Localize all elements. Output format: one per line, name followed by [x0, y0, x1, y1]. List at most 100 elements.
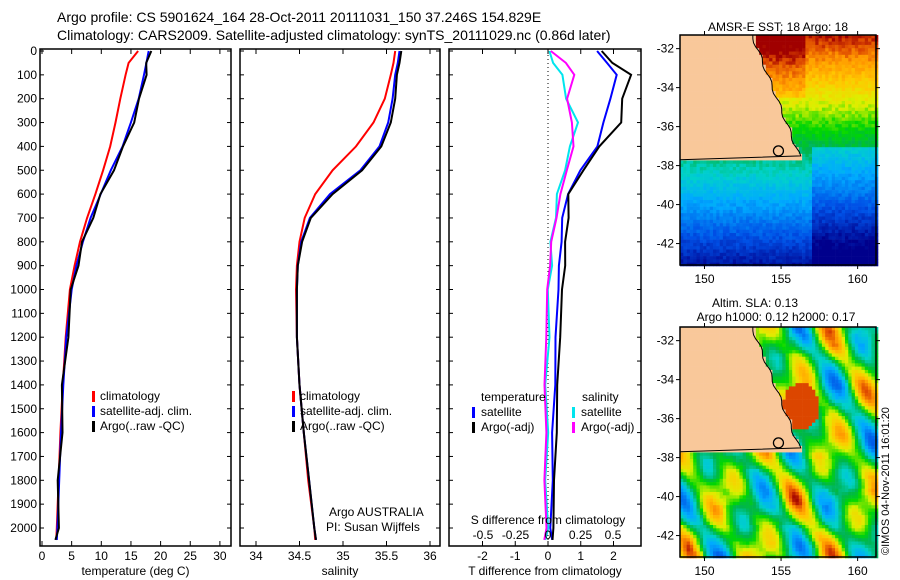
map-cell — [762, 153, 767, 158]
map-cell — [831, 104, 836, 108]
map-cell — [769, 58, 773, 62]
map-cell — [828, 114, 833, 118]
map-cell — [689, 200, 694, 204]
map-cell — [854, 256, 859, 260]
map-cell — [736, 41, 740, 46]
map-cell — [762, 196, 767, 201]
map-cell — [818, 71, 823, 75]
map-cell — [693, 190, 697, 194]
map-cell — [732, 173, 737, 178]
map-cell — [785, 150, 790, 155]
series-line-climatology — [55, 50, 139, 540]
map-cell — [686, 515, 691, 519]
map-cell — [683, 107, 687, 112]
map-cell — [858, 38, 862, 42]
map-cell — [841, 35, 846, 39]
map-cell — [841, 153, 846, 158]
map-cell — [812, 229, 816, 234]
map-cell — [805, 242, 809, 247]
map-cell — [782, 209, 786, 214]
map-cell — [769, 51, 773, 56]
map-cell — [841, 127, 846, 131]
map-cell — [779, 147, 783, 151]
map-cell — [845, 153, 849, 158]
map-cell — [825, 163, 829, 168]
map-cell — [782, 51, 786, 56]
map-cell — [779, 203, 783, 207]
map-cell — [851, 170, 856, 174]
map-cell — [716, 120, 720, 125]
map-cell — [772, 173, 776, 178]
map-cell — [775, 64, 780, 69]
map-cell — [854, 233, 859, 237]
map-cell — [755, 150, 760, 155]
map-cell — [689, 236, 694, 240]
map-cell — [805, 120, 809, 125]
map-cell — [726, 104, 730, 108]
map-cell — [719, 110, 724, 115]
map-cell — [851, 104, 856, 108]
map-cell — [696, 327, 701, 331]
map-cell — [772, 101, 776, 105]
map-cell — [696, 482, 701, 486]
map-cell — [726, 160, 730, 164]
map-cell — [683, 402, 687, 407]
map-cell — [851, 87, 856, 92]
map-cell — [689, 242, 694, 247]
map-cell — [729, 71, 734, 75]
map-cell — [680, 366, 684, 371]
map-cell — [871, 239, 875, 244]
map-cell — [802, 216, 806, 221]
map-cell — [838, 173, 842, 178]
map-cell — [864, 74, 869, 79]
map-cell — [838, 200, 842, 204]
map-cell — [713, 58, 717, 62]
map-cell — [716, 127, 720, 131]
map-cell — [752, 256, 757, 260]
map-cell — [871, 124, 875, 128]
map-cell — [812, 77, 816, 82]
map-cell — [821, 51, 826, 56]
map-cell — [821, 68, 826, 72]
map-cell — [795, 84, 800, 89]
map-cell — [802, 81, 806, 85]
map-cell — [732, 219, 737, 224]
map-cell — [782, 120, 786, 125]
map-cell — [746, 140, 750, 145]
map-cell — [868, 104, 872, 108]
map-cell — [821, 236, 826, 240]
map-cell — [769, 226, 773, 230]
map-cell — [703, 97, 707, 102]
legend-header: salinity — [582, 390, 619, 404]
map-cell — [736, 110, 740, 115]
map-cell — [838, 54, 842, 59]
map-cell — [795, 236, 800, 240]
map-cell — [706, 87, 710, 92]
map-cell — [726, 35, 730, 39]
map-cell — [782, 157, 786, 161]
map-cell — [686, 130, 691, 135]
map-cell — [722, 246, 727, 250]
map-cell — [696, 190, 701, 194]
map-cell — [689, 465, 694, 470]
map-cell — [808, 233, 813, 237]
map-cell — [838, 203, 842, 207]
map-cell — [769, 229, 773, 234]
map-cell — [686, 412, 691, 417]
map-cell — [798, 41, 803, 46]
map-cell — [752, 209, 757, 214]
map-cell — [808, 180, 813, 184]
map-cell — [802, 150, 806, 155]
map-cell — [845, 68, 849, 72]
map-cell — [709, 216, 714, 221]
map-cell — [729, 239, 734, 244]
map-cell — [699, 518, 704, 522]
map-cell — [795, 110, 800, 115]
map-cell — [762, 44, 767, 49]
map-cell — [805, 48, 809, 52]
map-cell — [722, 226, 727, 230]
map-cell — [703, 104, 707, 108]
map-cell — [722, 183, 727, 188]
map-cell — [693, 492, 697, 496]
map-cell — [703, 209, 707, 214]
